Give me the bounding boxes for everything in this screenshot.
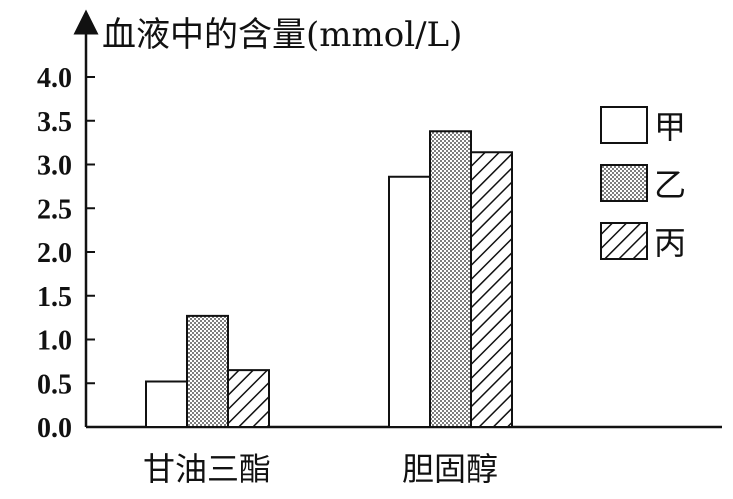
legend: 甲乙丙 [600,106,686,262]
y-tick-label: 0.0 [37,413,72,444]
legend-label: 丙 [654,224,686,262]
legend-label: 甲 [654,108,686,146]
bars [145,130,513,428]
bar-2-1 [388,175,431,428]
bar-2-3 [470,151,513,428]
legend-label: 乙 [654,166,686,204]
y-tick-label: 3.0 [37,151,72,182]
legend-swatch [600,164,648,202]
bar-1-2 [186,314,229,428]
legend-swatch [600,222,648,260]
legend-swatch [600,106,648,144]
y-tick-label: 3.5 [37,107,72,138]
y-tick-label: 1.0 [37,326,72,357]
bar-1-3 [227,369,270,428]
y-axis-title: 血液中的含量(mmol/L) [102,15,462,55]
y-tick-label: 2.0 [37,238,72,269]
y-tick-label: 2.5 [37,194,72,225]
y-tick-label: 0.5 [37,369,72,400]
y-tick-label: 1.5 [37,282,72,313]
x-category-label: 胆固醇 [402,450,498,488]
bar-2-2 [429,130,472,428]
y-ticks: 0.0 0.5 1.0 1.5 2.0 2.5 3.0 3.5 4.0 [37,63,95,444]
x-category-label: 甘油三酯 [143,450,271,488]
x-category-labels: 甘油三酯 胆固醇 [143,450,498,488]
y-tick-label: 4.0 [37,63,72,94]
bar-1-1 [145,380,188,428]
